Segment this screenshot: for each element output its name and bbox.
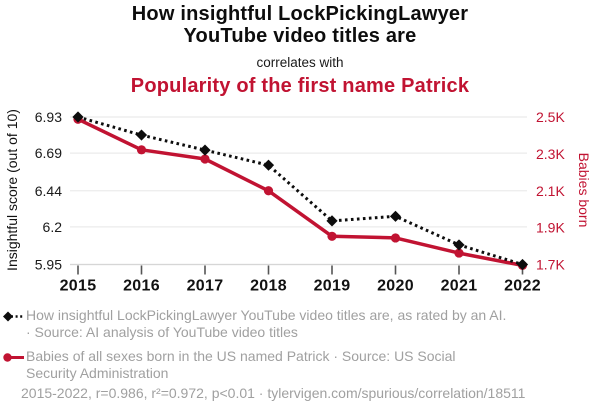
x-axis-label: 2016	[123, 278, 160, 295]
data-point-insightful-score	[262, 159, 275, 171]
data-point-insightful-score	[516, 258, 529, 271]
right-axis-tick-label: 2.1K	[536, 183, 565, 199]
legend-entry-babies-born-label: Babies of all sexes born in the US named…	[26, 348, 456, 381]
series-line-babies-born	[77, 117, 523, 268]
data-point-insightful-score	[326, 215, 338, 227]
black-diamond-dotted-line-icon	[2, 310, 24, 323]
x-axis-label: 2017	[187, 278, 224, 295]
legend-line: How insightful LockPickingLawyer YouTube…	[26, 307, 507, 323]
x-axis-label: 2019	[314, 278, 351, 295]
data-point-babies-born	[136, 145, 147, 155]
left-axis-tick-label: 6.44	[35, 183, 62, 199]
plot-area: 2015 2016 2017 2018 2019 2020 2021 2022 6.93 6.69…	[35, 109, 566, 295]
red-circle-solid-line-icon	[2, 351, 24, 364]
right-axis-tick-label: 1.9K	[536, 220, 565, 236]
data-point-insightful-score	[199, 144, 211, 156]
legend-entry-insightful-score-label: How insightful LockPickingLawyer YouTube…	[26, 307, 506, 340]
x-axis-label: 2022	[504, 278, 541, 295]
left-axis-tick-label: 6.69	[35, 145, 62, 161]
left-axis-tick-label: 6.2	[43, 219, 63, 235]
legend-line: · Source: AI analysis of YouTube video t…	[26, 323, 298, 340]
left-axis-tick-label: 5.95	[35, 257, 62, 273]
right-axis-tick-label: 2.3K	[536, 146, 565, 162]
data-point-insightful-score	[389, 210, 402, 222]
data-point-babies-born	[263, 186, 274, 196]
legend-line: Security Administration	[26, 364, 169, 381]
data-point-insightful-score	[453, 239, 465, 251]
correlates-with-text: correlates with	[256, 55, 344, 70]
x-axis-label: 2015	[60, 278, 97, 295]
data-point-babies-born	[390, 233, 401, 243]
chart-title-line1: How insightful LockPickingLawyer	[131, 3, 469, 25]
left-axis-tick-label: 6.93	[35, 109, 62, 125]
legend-entry-babies-born: Babies of all sexes born in the US named…	[2, 348, 577, 381]
x-axis-label: 2018	[250, 278, 287, 295]
red-circle-solid-glyph	[3, 353, 24, 362]
stats-footnote: 2015-2022, r=0.986, r²=0.972, p<0.01 · t…	[21, 385, 526, 401]
chart-title-line2: YouTube video titles are	[183, 25, 417, 47]
data-point-babies-born	[200, 154, 210, 164]
data-point-insightful-score	[72, 111, 84, 123]
chart-subtitle: Popularity of the first name Patrick	[130, 75, 470, 97]
x-axis-label: 2021	[441, 278, 478, 295]
right-axis-tick-label: 1.7K	[536, 257, 565, 273]
black-diamond-dotted-glyph	[3, 311, 24, 322]
chart-header: How insightful LockPickingLawyer YouTube…	[0, 3, 600, 97]
series-line-insightful-score	[77, 115, 523, 266]
data-point-insightful-score	[135, 129, 148, 141]
legend-entry-insightful-score: How insightful LockPickingLawyer YouTube…	[2, 307, 577, 340]
data-point-babies-born	[327, 231, 337, 241]
data-point-babies-born	[454, 248, 464, 258]
x-axis-label: 2020	[377, 278, 414, 295]
right-axis-tick-label: 2.5K	[536, 109, 565, 125]
legend-line: Babies of all sexes born in the US named…	[26, 348, 456, 364]
